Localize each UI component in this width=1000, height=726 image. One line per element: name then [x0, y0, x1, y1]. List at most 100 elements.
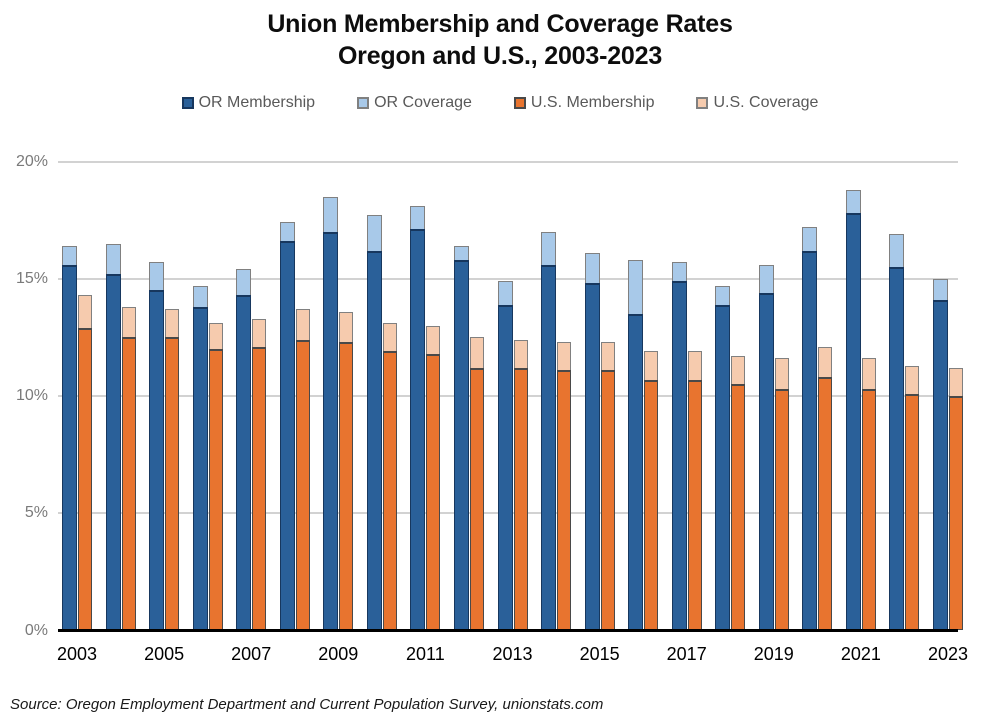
x-tick-label: 2017 — [666, 644, 707, 664]
segment-or-coverage — [366, 215, 382, 251]
x-tick-label: 2003 — [56, 644, 98, 664]
legend-item-u-s-membership: U.S. Membership — [513, 94, 655, 112]
x-tick-label: 2021 — [840, 644, 881, 664]
segment-or-coverage — [671, 262, 687, 282]
legend-label: U.S. Coverage — [713, 94, 819, 111]
segment-or-membership — [584, 283, 600, 631]
segment-or-membership — [366, 250, 382, 631]
bar-us-2017 — [687, 351, 702, 631]
segment-us-coverage — [774, 358, 789, 389]
bar-us-2004 — [121, 306, 136, 631]
segment-or-coverage — [933, 278, 948, 300]
bar-or-2007 — [236, 269, 252, 631]
bar-or-2010 — [366, 215, 382, 631]
legend-swatch-icon — [357, 97, 370, 109]
segment-or-membership — [758, 292, 774, 631]
segment-or-membership — [715, 304, 731, 631]
segment-us-membership — [687, 379, 702, 631]
segment-us-coverage — [861, 358, 876, 389]
segment-us-coverage — [382, 323, 397, 352]
bar-or-2016 — [628, 259, 644, 631]
legend-item-or-membership: OR Membership — [181, 94, 316, 112]
bar-or-2006 — [192, 285, 208, 631]
segment-or-coverage — [889, 234, 905, 268]
bar-or-2018 — [715, 285, 731, 631]
segment-us-membership — [731, 384, 746, 631]
segment-us-membership — [949, 395, 963, 631]
bar-or-2019 — [758, 264, 774, 631]
segment-us-membership — [339, 342, 354, 631]
segment-or-membership — [541, 264, 557, 631]
bar-us-2010 — [382, 323, 397, 631]
x-tick-label: 2015 — [579, 644, 620, 664]
source-note: Source: Oregon Employment Department and… — [10, 696, 604, 713]
bar-us-2016 — [644, 351, 659, 631]
legend-swatch-icon — [696, 97, 709, 109]
segment-us-membership — [208, 349, 223, 631]
segment-or-membership — [149, 290, 165, 631]
segment-us-coverage — [557, 342, 572, 371]
bar-or-2020 — [802, 227, 818, 631]
segment-or-membership — [933, 299, 948, 631]
segment-us-membership — [557, 370, 572, 631]
bar-us-2021 — [861, 358, 876, 631]
bar-us-2011 — [426, 325, 441, 631]
segment-or-coverage — [105, 243, 121, 275]
segment-us-coverage — [339, 311, 354, 343]
segment-us-membership — [644, 379, 659, 631]
y-tick-label: 20% — [15, 152, 48, 170]
legend-label: U.S. Membership — [530, 94, 655, 111]
bar-us-2014 — [557, 342, 572, 631]
segment-or-coverage — [628, 259, 644, 314]
bar-or-2003 — [62, 245, 77, 631]
legend-label: OR Membership — [198, 94, 316, 111]
bar-or-2004 — [105, 243, 121, 631]
bar-us-2006 — [208, 323, 223, 631]
legend-item-or-coverage: OR Coverage — [357, 94, 472, 112]
legend-item-u-s-coverage: U.S. Coverage — [696, 94, 818, 112]
bar-or-2022 — [889, 234, 905, 631]
segment-or-coverage — [62, 245, 77, 265]
bar-us-2013 — [513, 339, 528, 631]
bar-us-2005 — [165, 309, 180, 631]
bar-or-2008 — [279, 222, 295, 631]
legend-swatch-icon — [513, 97, 526, 109]
segment-us-coverage — [78, 295, 92, 328]
bar-or-2011 — [410, 206, 426, 631]
segment-us-membership — [426, 353, 441, 631]
segment-or-coverage — [453, 245, 469, 260]
segment-or-coverage — [323, 196, 339, 232]
bar-us-2009 — [339, 311, 354, 631]
segment-us-coverage — [426, 325, 441, 354]
x-tick-label: 2019 — [753, 644, 794, 664]
segment-or-membership — [889, 267, 905, 631]
bar-or-2015 — [584, 252, 600, 631]
chart-title: Union Membership and Coverage Rates Oreg… — [0, 8, 1000, 72]
bar-us-2012 — [469, 337, 484, 631]
bar-us-2020 — [818, 346, 833, 631]
bar-or-2005 — [149, 262, 165, 631]
segment-us-coverage — [731, 356, 746, 385]
legend-swatch-icon — [181, 97, 194, 109]
segment-or-coverage — [802, 227, 818, 251]
segment-us-coverage — [208, 323, 223, 350]
x-axis-line — [58, 629, 958, 632]
segment-or-membership — [802, 250, 818, 631]
bar-us-2015 — [600, 342, 615, 631]
bar-or-2012 — [453, 245, 469, 631]
legend: OR Membership OR Coverage U.S. Membership U… — [0, 92, 1000, 114]
gridline-20pct — [58, 160, 958, 163]
y-tick-label: 10% — [15, 387, 48, 404]
segment-us-coverage — [600, 342, 615, 371]
segment-or-coverage — [715, 285, 731, 305]
segment-us-coverage — [644, 351, 659, 380]
x-tick-label: 2011 — [406, 644, 445, 664]
gridline-15pct — [58, 277, 958, 280]
segment-us-coverage — [295, 309, 310, 340]
segment-us-coverage — [513, 339, 528, 368]
segment-or-coverage — [279, 222, 295, 242]
x-tick-label: 2005 — [144, 644, 185, 664]
segment-or-coverage — [541, 231, 557, 265]
segment-us-membership — [295, 339, 310, 631]
